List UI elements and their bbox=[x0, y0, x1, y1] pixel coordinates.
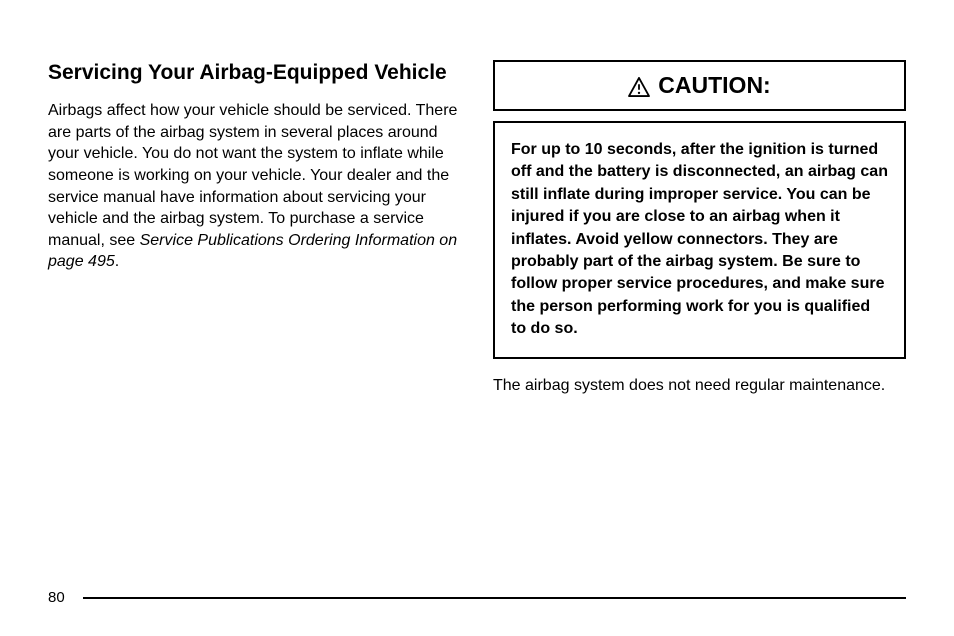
page-footer: 80 bbox=[48, 589, 906, 606]
footer-rule bbox=[83, 597, 906, 599]
caution-body-box: For up to 10 seconds, after the ignition… bbox=[493, 121, 906, 359]
left-column: Servicing Your Airbag-Equipped Vehicle A… bbox=[48, 60, 461, 396]
caution-title-box: CAUTION: bbox=[493, 60, 906, 111]
caution-body-text: For up to 10 seconds, after the ignition… bbox=[511, 139, 888, 341]
caution-title: CAUTION: bbox=[628, 72, 770, 99]
page-number: 80 bbox=[48, 589, 65, 606]
page-content: Servicing Your Airbag-Equipped Vehicle A… bbox=[0, 0, 954, 396]
caution-label-text: CAUTION: bbox=[658, 72, 770, 99]
body-end-text: . bbox=[115, 253, 119, 270]
right-column: CAUTION: For up to 10 seconds, after the… bbox=[493, 60, 906, 396]
section-heading: Servicing Your Airbag-Equipped Vehicle bbox=[48, 60, 461, 86]
warning-triangle-icon bbox=[628, 76, 650, 96]
after-caution-text: The airbag system does not need regular … bbox=[493, 375, 906, 397]
body-plain-text: Airbags affect how your vehicle should b… bbox=[48, 102, 457, 249]
body-paragraph: Airbags affect how your vehicle should b… bbox=[48, 100, 461, 273]
